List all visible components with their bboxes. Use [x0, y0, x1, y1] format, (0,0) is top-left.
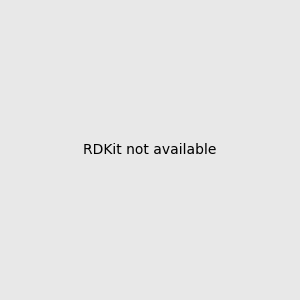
- Text: RDKit not available: RDKit not available: [83, 143, 217, 157]
